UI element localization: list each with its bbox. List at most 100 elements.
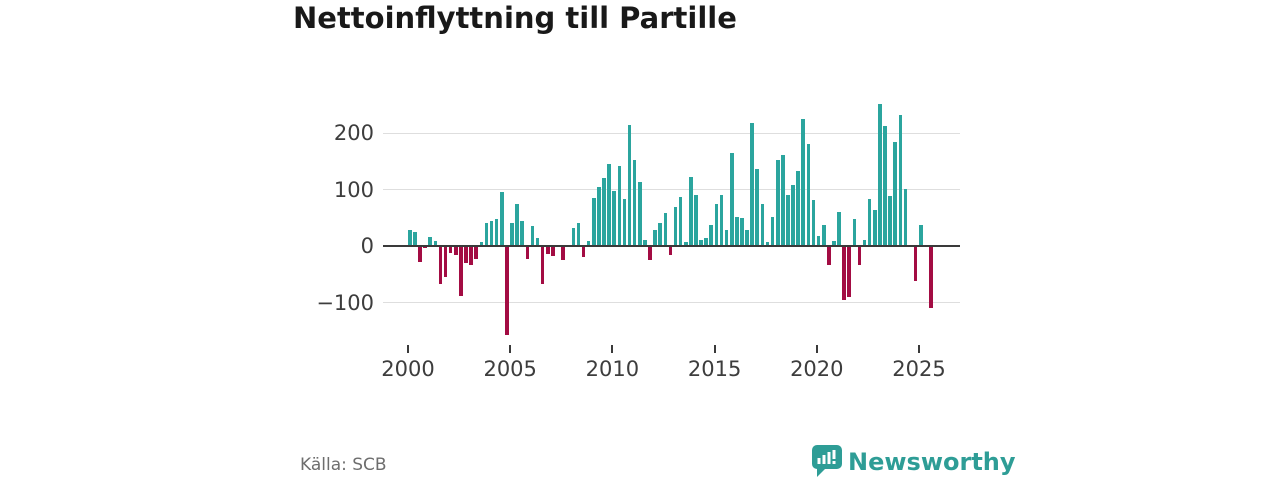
- bar-positive: [832, 240, 836, 247]
- bar-positive: [862, 240, 867, 247]
- bar-positive: [612, 190, 616, 247]
- bar-positive: [428, 236, 433, 247]
- bar-positive: [760, 203, 765, 247]
- bar-negative: [561, 247, 565, 261]
- bar-negative: [474, 247, 479, 260]
- bar-positive: [489, 220, 494, 247]
- bar-positive: [658, 223, 662, 247]
- x-axis-tick: [918, 345, 920, 353]
- bar-positive: [883, 125, 887, 247]
- y-gridline: [383, 189, 960, 191]
- bar-positive: [893, 142, 898, 247]
- newsworthy-wordmark: Newsworthy: [848, 448, 1016, 476]
- bar-negative: [469, 247, 473, 266]
- bar-negative: [423, 247, 427, 249]
- bar-positive: [796, 170, 800, 247]
- bar-positive: [781, 154, 785, 247]
- bar-positive: [499, 192, 504, 247]
- bar-positive: [515, 204, 519, 247]
- bar-positive: [484, 223, 489, 247]
- bar-positive: [714, 203, 719, 247]
- y-gridline: [383, 302, 960, 304]
- bar-negative: [448, 247, 453, 253]
- bar-positive: [617, 166, 622, 247]
- bar-positive: [919, 224, 923, 247]
- bar-negative: [551, 247, 555, 256]
- chart-title: Nettoinflyttning till Partille: [293, 1, 737, 35]
- bar-positive: [811, 200, 816, 247]
- bar-positive: [408, 229, 412, 247]
- bar-negative: [545, 247, 550, 254]
- bar-positive: [775, 159, 780, 247]
- bar-positive: [663, 213, 668, 247]
- bar-positive: [479, 241, 484, 247]
- bar-positive: [791, 185, 795, 247]
- bar-positive: [576, 222, 581, 247]
- bar-positive: [627, 125, 632, 247]
- bar-positive: [510, 223, 514, 247]
- y-axis-tick-label: 200: [333, 121, 374, 145]
- bar-positive: [852, 218, 857, 247]
- bar-positive: [602, 177, 606, 247]
- bar-positive: [699, 240, 703, 247]
- x-axis-tick-label: 2015: [687, 357, 742, 381]
- bar-positive: [433, 240, 438, 247]
- x-axis-tick: [407, 345, 409, 353]
- bar-positive: [683, 241, 688, 247]
- x-axis-tick-label: 2005: [483, 357, 537, 381]
- bar-positive: [520, 220, 524, 247]
- bar-positive: [821, 225, 826, 247]
- bar-positive: [878, 104, 882, 247]
- source-note: Källa: SCB: [300, 455, 387, 475]
- bar-positive: [806, 144, 811, 247]
- bar-positive: [735, 216, 739, 247]
- bar-negative: [443, 247, 448, 277]
- bar-positive: [694, 194, 698, 247]
- bar-positive: [535, 238, 540, 247]
- bar-negative: [418, 247, 422, 263]
- bar-positive: [750, 122, 754, 247]
- bar-positive: [903, 189, 908, 247]
- bar-negative: [438, 247, 443, 285]
- bar-positive: [755, 168, 760, 247]
- bar-negative: [525, 247, 530, 259]
- bar-negative: [505, 247, 509, 335]
- bar-negative: [857, 247, 862, 265]
- bar-negative: [827, 247, 831, 265]
- bar-positive: [571, 228, 576, 247]
- x-axis-tick-label: 2025: [892, 357, 946, 381]
- bar-negative: [464, 247, 468, 264]
- bar-positive: [586, 241, 591, 247]
- bar-positive: [494, 219, 499, 247]
- bar-negative: [668, 247, 673, 256]
- bar-positive: [729, 153, 734, 247]
- bar-positive: [413, 231, 417, 247]
- x-axis-tick-label: 2010: [585, 357, 640, 381]
- bar-positive: [597, 187, 601, 247]
- bar-negative: [847, 247, 852, 298]
- bar-positive: [867, 198, 872, 247]
- x-axis-tick: [713, 345, 716, 353]
- bar-positive: [709, 224, 714, 247]
- bar-positive: [530, 226, 535, 247]
- x-axis-zero-line: [383, 245, 960, 248]
- bar-positive: [724, 230, 729, 247]
- bar-positive: [607, 163, 611, 247]
- bar-negative: [453, 247, 458, 256]
- bar-negative: [842, 247, 846, 300]
- bar-negative: [540, 247, 545, 285]
- bar-positive: [786, 195, 790, 247]
- bar-positive: [643, 240, 647, 247]
- bar-positive: [622, 199, 627, 247]
- bar-positive: [898, 114, 903, 247]
- bar-positive: [704, 237, 708, 247]
- bar-positive: [888, 196, 892, 247]
- bar-positive: [653, 229, 657, 247]
- bar-positive: [591, 198, 596, 247]
- bar-positive: [740, 217, 744, 247]
- bar-positive: [678, 197, 683, 247]
- bar-positive: [632, 160, 637, 247]
- bar-positive: [689, 177, 693, 247]
- x-axis-tick-label: 2020: [790, 357, 844, 381]
